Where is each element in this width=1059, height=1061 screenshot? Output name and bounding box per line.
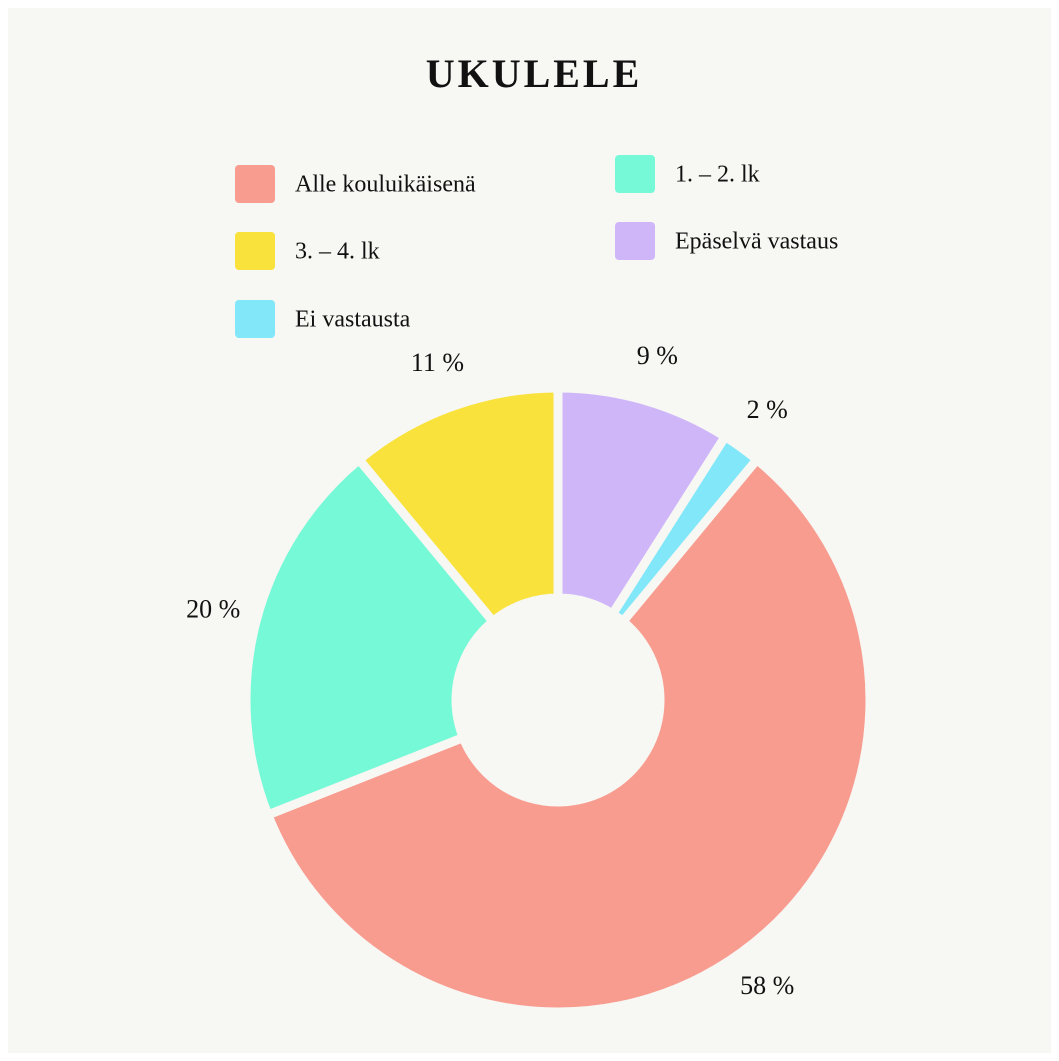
legend-swatch	[235, 300, 275, 338]
legend-label: 3. – 4. lk	[295, 239, 380, 265]
legend-swatch	[235, 232, 275, 270]
legend-label: Epäselvä vastaus	[675, 229, 838, 255]
donut-slice	[553, 383, 732, 621]
value-label: 11 %	[411, 348, 464, 377]
donut-slice	[352, 383, 563, 628]
chart-title: UKULELE	[426, 51, 643, 96]
value-label: 9 %	[637, 341, 678, 370]
legend-label: 1. – 2. lk	[675, 162, 760, 188]
legend-label: Ei vastausta	[295, 307, 411, 333]
donut-slice	[262, 453, 875, 1017]
value-label: 58 %	[740, 971, 794, 1000]
value-label: 2 %	[747, 395, 788, 424]
value-label: 20 %	[186, 594, 240, 623]
legend-label: Alle kouluikäisenä	[295, 172, 476, 198]
legend-swatch	[235, 165, 275, 203]
legend-swatch	[615, 222, 655, 260]
legend-swatch	[615, 155, 655, 193]
